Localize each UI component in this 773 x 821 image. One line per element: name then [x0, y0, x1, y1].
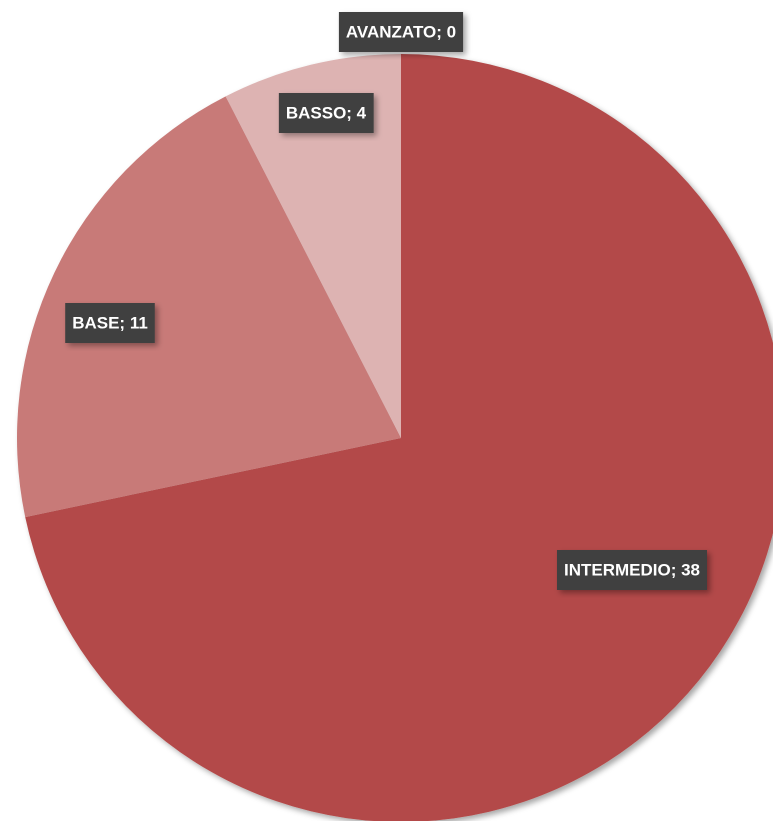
label-box: [338, 12, 464, 52]
label-box: [556, 550, 708, 590]
data-labels: INTERMEDIO; 38 BASE; 11 BASSO; 4 AVANZATO; …: [65, 12, 708, 590]
pie-slice: [25, 54, 773, 821]
pie-slice: [17, 96, 402, 518]
label-text: BASE; 11: [72, 313, 148, 332]
pie-slice: [225, 54, 401, 438]
label-text: INTERMEDIO; 38: [564, 560, 700, 579]
pie: [17, 54, 773, 821]
label-text: BASSO; 4: [286, 103, 367, 122]
label-box: [65, 303, 155, 343]
label-text: AVANZATO; 0: [346, 22, 456, 41]
data-label: INTERMEDIO; 38: [556, 550, 708, 590]
data-label: BASE; 11: [65, 303, 155, 343]
data-label: AVANZATO; 0: [338, 12, 464, 52]
data-label: BASSO; 4: [278, 93, 374, 133]
label-box: [278, 93, 374, 133]
